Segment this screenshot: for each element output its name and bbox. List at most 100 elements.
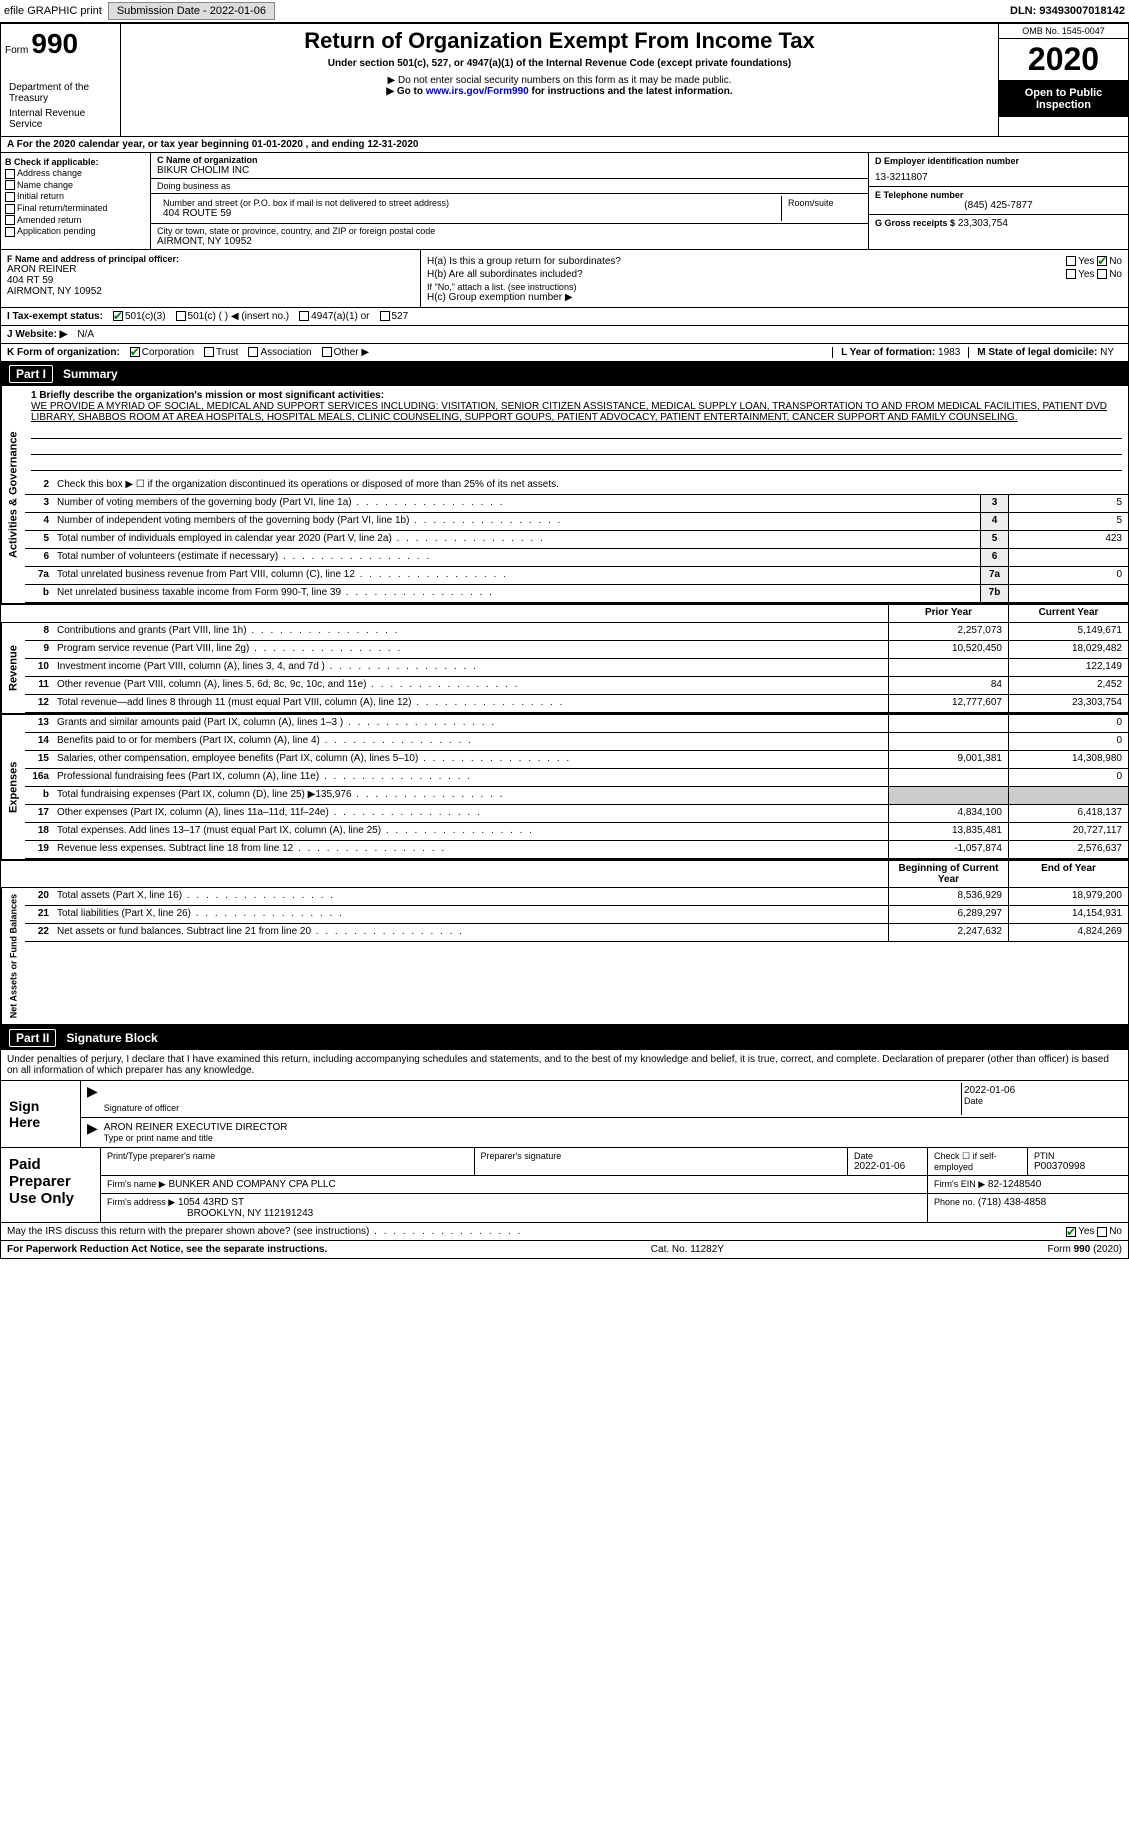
part-1-title: Summary [63, 367, 118, 381]
expenses-section: Expenses 13Grants and similar amounts pa… [1, 715, 1128, 861]
gross-value: 23,303,754 [958, 218, 1008, 229]
box-c-org-info: C Name of organization BIKUR CHOLIM INC … [151, 153, 868, 249]
omb-number: OMB No. 1545-0047 [999, 24, 1128, 39]
check-trust[interactable]: Trust [204, 347, 238, 358]
submission-date-button[interactable]: Submission Date - 2022-01-06 [108, 2, 275, 20]
self-employed-check[interactable]: Check ☐ if self-employed [928, 1148, 1028, 1175]
hdr-current: Current Year [1008, 605, 1128, 622]
signature-arrow-icon: ▶ [87, 1120, 98, 1145]
sig-date-label: Date [964, 1096, 1120, 1106]
dba-label: Doing business as [157, 181, 862, 191]
side-label-revenue: Revenue [1, 623, 25, 713]
phone-label: E Telephone number [875, 190, 1122, 200]
street-label: Number and street (or P.O. box if mail i… [163, 198, 775, 208]
room-label: Room/suite [788, 198, 856, 208]
firm-ein-label: Firm's EIN ▶ [934, 1179, 985, 1189]
goto-instructions: ▶ Go to www.irs.gov/Form990 for instruct… [129, 86, 990, 97]
check-other[interactable]: Other ▶ [322, 347, 369, 358]
officer-addr2: AIRMONT, NY 10952 [7, 286, 414, 297]
paid-preparer-label: Paid Preparer Use Only [1, 1148, 101, 1222]
blank-line [31, 457, 1122, 471]
summary-line: 14Benefits paid to or for members (Part … [25, 733, 1128, 751]
cat-no: Cat. No. 11282Y [651, 1244, 724, 1255]
box-f-officer: F Name and address of principal officer:… [1, 250, 421, 307]
firm-name: BUNKER AND COMPANY CPA PLLC [168, 1179, 335, 1190]
summary-line: 6Total number of volunteers (estimate if… [25, 549, 1128, 567]
box-l: L Year of formation: 1983 [832, 347, 968, 358]
prior-current-header: Prior Year Current Year [1, 605, 1128, 623]
check-corp[interactable]: Corporation [130, 347, 194, 358]
hb-note: If "No," attach a list. (see instruction… [427, 282, 1122, 292]
ein-value: 13-3211807 [875, 172, 1122, 183]
blank-line [31, 441, 1122, 455]
check-501c3[interactable]: 501(c)(3) [113, 311, 166, 322]
ha-answer: Yes No [1066, 256, 1122, 267]
summary-line: bTotal fundraising expenses (Part IX, co… [25, 787, 1128, 805]
box-j-label: J Website: ▶ [7, 329, 67, 340]
hdr-eoy: End of Year [1008, 861, 1128, 887]
dept-treasury: Department of the Treasury [5, 80, 116, 106]
form990-link[interactable]: www.irs.gov/Form990 [426, 86, 529, 97]
summary-line: 22Net assets or fund balances. Subtract … [25, 924, 1128, 942]
part-1-header: Part I Summary [1, 362, 1128, 386]
tax-period-row: A For the 2020 calendar year, or tax yea… [1, 137, 1128, 153]
form-990-document: Form 990 Department of the Treasury Inte… [0, 23, 1129, 1259]
summary-line: 19Revenue less expenses. Subtract line 1… [25, 841, 1128, 859]
check-final-return[interactable]: Final return/terminated [5, 203, 146, 214]
summary-line: 12Total revenue—add lines 8 through 11 (… [25, 695, 1128, 713]
officer-label: F Name and address of principal officer: [7, 254, 414, 264]
city-value: AIRMONT, NY 10952 [157, 236, 862, 247]
revenue-section: Revenue 8Contributions and grants (Part … [1, 623, 1128, 715]
officer-name: ARON REINER [7, 264, 414, 275]
hdr-prior: Prior Year [888, 605, 1008, 622]
ssn-warning: ▶ Do not enter social security numbers o… [129, 75, 990, 86]
check-amended[interactable]: Amended return [5, 215, 146, 226]
check-address-change[interactable]: Address change [5, 168, 146, 179]
mission-block: 1 Briefly describe the organization's mi… [25, 386, 1128, 477]
firm-phone-label: Phone no. [934, 1197, 975, 1207]
tax-exempt-status-row: I Tax-exempt status: 501(c)(3) 501(c) ( … [1, 308, 1128, 326]
org-name-label: C Name of organization [157, 155, 862, 165]
form-subtitle: Under section 501(c), 527, or 4947(a)(1)… [129, 58, 990, 69]
box-i-label: I Tax-exempt status: [7, 311, 103, 322]
city-label: City or town, state or province, country… [157, 226, 862, 236]
check-4947[interactable]: 4947(a)(1) or [299, 311, 369, 322]
firm-addr2: BROOKLYN, NY 112191243 [187, 1208, 313, 1219]
check-527[interactable]: 527 [380, 311, 409, 322]
governance-section: Activities & Governance 1 Briefly descri… [1, 386, 1128, 605]
officer-printed-name: ARON REINER EXECUTIVE DIRECTOR [104, 1122, 1120, 1133]
box-k-label: K Form of organization: [7, 347, 120, 358]
check-assoc[interactable]: Association [248, 347, 311, 358]
prep-date-label: Date [854, 1151, 921, 1161]
check-app-pending[interactable]: Application pending [5, 226, 146, 237]
box-m: M State of legal domicile: NY [968, 347, 1122, 358]
efile-top-bar: efile GRAPHIC print Submission Date - 20… [0, 0, 1129, 23]
summary-line: 21Total liabilities (Part X, line 26)6,2… [25, 906, 1128, 924]
officer-name-label: Type or print name and title [104, 1133, 1120, 1143]
part-2-num: Part II [9, 1029, 56, 1047]
netassets-section: Net Assets or Fund Balances 20Total asse… [1, 888, 1128, 1026]
check-initial-return[interactable]: Initial return [5, 191, 146, 202]
summary-line: 4Number of independent voting members of… [25, 513, 1128, 531]
gross-label: G Gross receipts $ [875, 218, 955, 228]
line-2-desc: Check this box ▶ ☐ if the organization d… [53, 477, 1128, 494]
summary-line: 11Other revenue (Part VIII, column (A), … [25, 677, 1128, 695]
line-2: 2 Check this box ▶ ☐ if the organization… [25, 477, 1128, 495]
officer-group-row: F Name and address of principal officer:… [1, 250, 1128, 308]
check-501c[interactable]: 501(c) ( ) ◀ (insert no.) [176, 311, 290, 322]
box-d-ein-phone: D Employer identification number 13-3211… [868, 153, 1128, 249]
form-number: 990 [31, 28, 78, 59]
part-2-header: Part II Signature Block [1, 1026, 1128, 1050]
pra-notice: For Paperwork Reduction Act Notice, see … [7, 1244, 327, 1255]
perjury-declaration: Under penalties of perjury, I declare th… [1, 1050, 1128, 1081]
side-label-governance: Activities & Governance [1, 386, 25, 603]
discuss-answer: Yes No [1066, 1226, 1122, 1237]
prep-name-label: Print/Type preparer's name [107, 1151, 468, 1161]
summary-line: 15Salaries, other compensation, employee… [25, 751, 1128, 769]
discuss-question: May the IRS discuss this return with the… [7, 1226, 522, 1237]
check-name-change[interactable]: Name change [5, 180, 146, 191]
hb-label: H(b) Are all subordinates included? [427, 269, 583, 280]
signature-field[interactable] [104, 1085, 959, 1103]
boy-eoy-header: Beginning of Current Year End of Year [1, 861, 1128, 888]
firm-addr-label: Firm's address ▶ [107, 1197, 175, 1207]
